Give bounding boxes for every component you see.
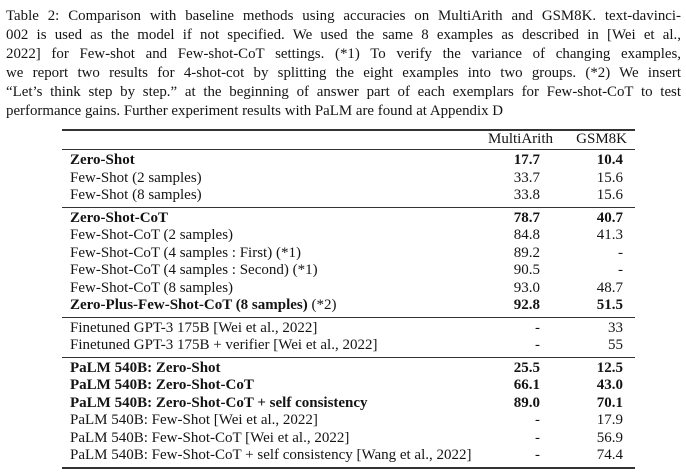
- gsm8k-value: 17.9: [596, 412, 623, 429]
- results-table: MultiArith GSM8K Zero-Shot 17.7 10.4 Few…: [62, 128, 635, 469]
- multiarith-value: 89.2: [513, 244, 540, 261]
- method-label: PaLM 540B: Few-Shot-CoT + self consisten…: [70, 447, 471, 464]
- table-row: PaLM 540B: Zero-Shot 25.5 12.5: [62, 357, 635, 377]
- multiarith-value: 93.0: [513, 279, 540, 296]
- method-label-text: Zero-Plus-Few-Shot-CoT (8 samples): [70, 297, 308, 314]
- table-section: Zero-Shot 17.7 10.4 Few-Shot (2 samples)…: [62, 149, 635, 208]
- gsm8k-value: 48.7: [596, 279, 623, 296]
- method-label: Few-Shot (2 samples): [70, 169, 202, 186]
- caption-line: 002 is used as the model if not specifie…: [6, 27, 681, 44]
- table-row: Few-Shot-CoT (2 samples) 84.8 41.3: [62, 227, 635, 245]
- table-row: Few-Shot-CoT (4 samples : First) (*1) 89…: [62, 245, 635, 263]
- table-row: Zero-Plus-Few-Shot-CoT (8 samples) (*2) …: [62, 297, 635, 317]
- method-label: Few-Shot-CoT (2 samples): [70, 227, 234, 244]
- multiarith-value: 89.0: [513, 394, 540, 411]
- gsm8k-value: 40.7: [596, 209, 623, 226]
- method-label: Few-Shot-CoT (8 samples): [70, 279, 234, 296]
- multiarith-value: 33.7: [513, 169, 540, 186]
- multiarith-value: 90.5: [513, 262, 540, 279]
- gsm8k-value: 10.4: [596, 152, 623, 169]
- gsm8k-value: 15.6: [596, 169, 623, 186]
- method-label: PaLM 540B: Zero-Shot-CoT: [70, 377, 254, 394]
- multiarith-value: 25.5: [513, 359, 540, 376]
- table-row: PaLM 540B: Few-Shot-CoT [Wei et al., 202…: [62, 430, 635, 448]
- table-row: Few-Shot-CoT (8 samples) 93.0 48.7: [62, 280, 635, 298]
- method-label: Few-Shot-CoT (4 samples : First) (*1): [70, 244, 301, 261]
- column-header-empty: [62, 130, 471, 150]
- gsm8k-value: 43.0: [596, 377, 623, 394]
- multiarith-value: 84.8: [513, 227, 540, 244]
- gsm8k-value: 41.3: [596, 227, 623, 244]
- multiarith-value: 17.7: [513, 152, 540, 169]
- caption-line: Table 2: Comparison with baseline method…: [6, 8, 681, 24]
- method-label: Few-Shot (8 samples): [70, 187, 202, 204]
- table-caption: Table 2: Comparison with baseline method…: [6, 7, 681, 122]
- table-header: MultiArith GSM8K: [62, 130, 635, 150]
- gsm8k-value: 74.4: [596, 447, 623, 464]
- table-row: Few-Shot (2 samples) 33.7 15.6: [62, 170, 635, 188]
- method-label: Finetuned GPT-3 175B [Wei et al., 2022]: [70, 319, 318, 336]
- table-row: Finetuned GPT-3 175B + verifier [Wei et …: [62, 337, 635, 357]
- table-row: PaLM 540B: Zero-Shot-CoT + self consiste…: [62, 395, 635, 413]
- method-label: PaLM 540B: Zero-Shot: [70, 359, 221, 376]
- gsm8k-value: 51.5: [596, 297, 623, 314]
- gsm8k-value: 12.5: [596, 359, 623, 376]
- table-section: Zero-Shot-CoT 78.7 40.7 Few-Shot-CoT (2 …: [62, 207, 635, 317]
- method-label: PaLM 540B: Few-Shot-CoT [Wei et al., 202…: [70, 429, 350, 446]
- method-label: Finetuned GPT-3 175B + verifier [Wei et …: [70, 337, 378, 354]
- gsm8k-value: 33: [608, 319, 623, 336]
- caption-line: we report two results for 4-shot-cot by …: [6, 65, 681, 82]
- method-label: Zero-Shot: [70, 152, 135, 169]
- table-row: PaLM 540B: Few-Shot-CoT + self consisten…: [62, 447, 635, 468]
- table-row: Finetuned GPT-3 175B [Wei et al., 2022] …: [62, 317, 635, 337]
- table-section: PaLM 540B: Zero-Shot 25.5 12.5 PaLM 540B…: [62, 357, 635, 468]
- caption-line: “Let’s think step by step.” at the begin…: [6, 84, 681, 101]
- table-row: Few-Shot (8 samples) 33.8 15.6: [62, 187, 635, 207]
- table-row: PaLM 540B: Zero-Shot-CoT 66.1 43.0: [62, 377, 635, 395]
- table-row: PaLM 540B: Few-Shot [Wei et al., 2022] -…: [62, 412, 635, 430]
- gsm8k-value: -: [618, 262, 623, 279]
- multiarith-value: 78.7: [513, 209, 540, 226]
- method-label: Zero-Shot-CoT: [70, 209, 169, 226]
- multiarith-value: -: [535, 429, 540, 446]
- caption-line: 2022] for Few-shot and Few-shot-CoT sett…: [6, 46, 681, 63]
- column-header-gsm8k: GSM8K: [576, 131, 627, 148]
- gsm8k-value: 55: [608, 337, 623, 354]
- method-label: Zero-Plus-Few-Shot-CoT (8 samples) (*2): [62, 297, 471, 317]
- gsm8k-value: 56.9: [596, 429, 623, 446]
- method-label: Few-Shot-CoT (4 samples : Second) (*1): [70, 262, 318, 279]
- gsm8k-value: 15.6: [596, 187, 623, 204]
- header-row: MultiArith GSM8K: [62, 130, 635, 150]
- multiarith-value: -: [535, 412, 540, 429]
- multiarith-value: -: [535, 319, 540, 336]
- method-label: PaLM 540B: Few-Shot [Wei et al., 2022]: [70, 412, 318, 429]
- method-label: PaLM 540B: Zero-Shot-CoT + self consiste…: [70, 394, 368, 411]
- multiarith-value: 33.8: [513, 187, 540, 204]
- column-header-multiarith: MultiArith: [487, 131, 553, 148]
- caption-line: performance gains. Further experiment re…: [6, 103, 504, 120]
- table-row: Zero-Shot 17.7 10.4: [62, 150, 635, 170]
- table-section: Finetuned GPT-3 175B [Wei et al., 2022] …: [62, 317, 635, 357]
- multiarith-value: -: [535, 337, 540, 354]
- gsm8k-value: -: [618, 244, 623, 261]
- multiarith-value: 92.8: [513, 297, 540, 314]
- table-row: Zero-Shot-CoT 78.7 40.7: [62, 207, 635, 227]
- multiarith-value: -: [535, 447, 540, 464]
- multiarith-value: 66.1: [513, 377, 540, 394]
- method-label-suffix: (*2): [307, 297, 337, 314]
- table-row: Few-Shot-CoT (4 samples : Second) (*1) 9…: [62, 262, 635, 280]
- gsm8k-value: 70.1: [596, 394, 623, 411]
